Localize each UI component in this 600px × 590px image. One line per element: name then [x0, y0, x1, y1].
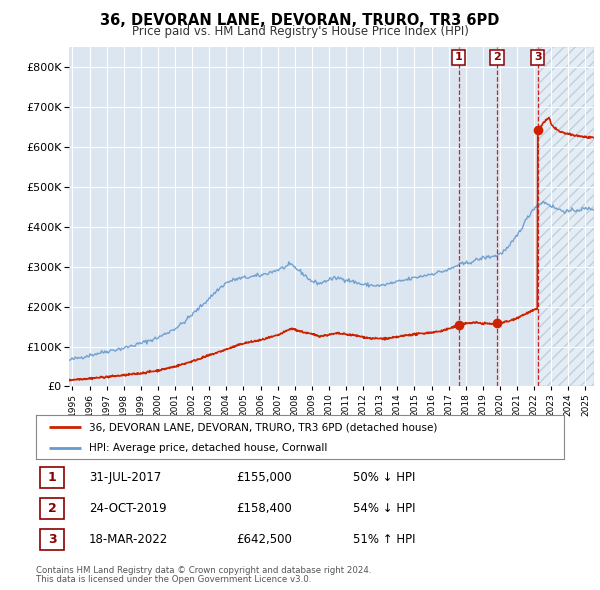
- Text: 36, DEVORAN LANE, DEVORAN, TRURO, TR3 6PD (detached house): 36, DEVORAN LANE, DEVORAN, TRURO, TR3 6P…: [89, 422, 437, 432]
- Text: £642,500: £642,500: [236, 533, 293, 546]
- Bar: [40, 498, 64, 519]
- Text: 50% ↓ HPI: 50% ↓ HPI: [353, 471, 415, 484]
- Text: 3: 3: [534, 53, 542, 63]
- Text: Contains HM Land Registry data © Crown copyright and database right 2024.: Contains HM Land Registry data © Crown c…: [36, 566, 371, 575]
- Text: 2: 2: [48, 502, 56, 515]
- Text: Price paid vs. HM Land Registry's House Price Index (HPI): Price paid vs. HM Land Registry's House …: [131, 25, 469, 38]
- Bar: [40, 529, 64, 550]
- Bar: [538, 47, 594, 386]
- Text: £155,000: £155,000: [236, 471, 292, 484]
- Text: This data is licensed under the Open Government Licence v3.0.: This data is licensed under the Open Gov…: [36, 575, 311, 584]
- Bar: [40, 467, 64, 488]
- Text: 18-MAR-2022: 18-MAR-2022: [89, 533, 168, 546]
- Text: 2: 2: [493, 53, 501, 63]
- Text: 3: 3: [48, 533, 56, 546]
- Text: 51% ↑ HPI: 51% ↑ HPI: [353, 533, 415, 546]
- Text: 24-OCT-2019: 24-OCT-2019: [89, 502, 166, 515]
- Text: HPI: Average price, detached house, Cornwall: HPI: Average price, detached house, Corn…: [89, 443, 327, 453]
- Bar: [538, 47, 594, 386]
- Text: 36, DEVORAN LANE, DEVORAN, TRURO, TR3 6PD: 36, DEVORAN LANE, DEVORAN, TRURO, TR3 6P…: [100, 13, 500, 28]
- Text: 1: 1: [455, 53, 463, 63]
- Text: 54% ↓ HPI: 54% ↓ HPI: [353, 502, 415, 515]
- Text: £158,400: £158,400: [236, 502, 292, 515]
- Text: 31-JUL-2017: 31-JUL-2017: [89, 471, 161, 484]
- Text: 1: 1: [48, 471, 56, 484]
